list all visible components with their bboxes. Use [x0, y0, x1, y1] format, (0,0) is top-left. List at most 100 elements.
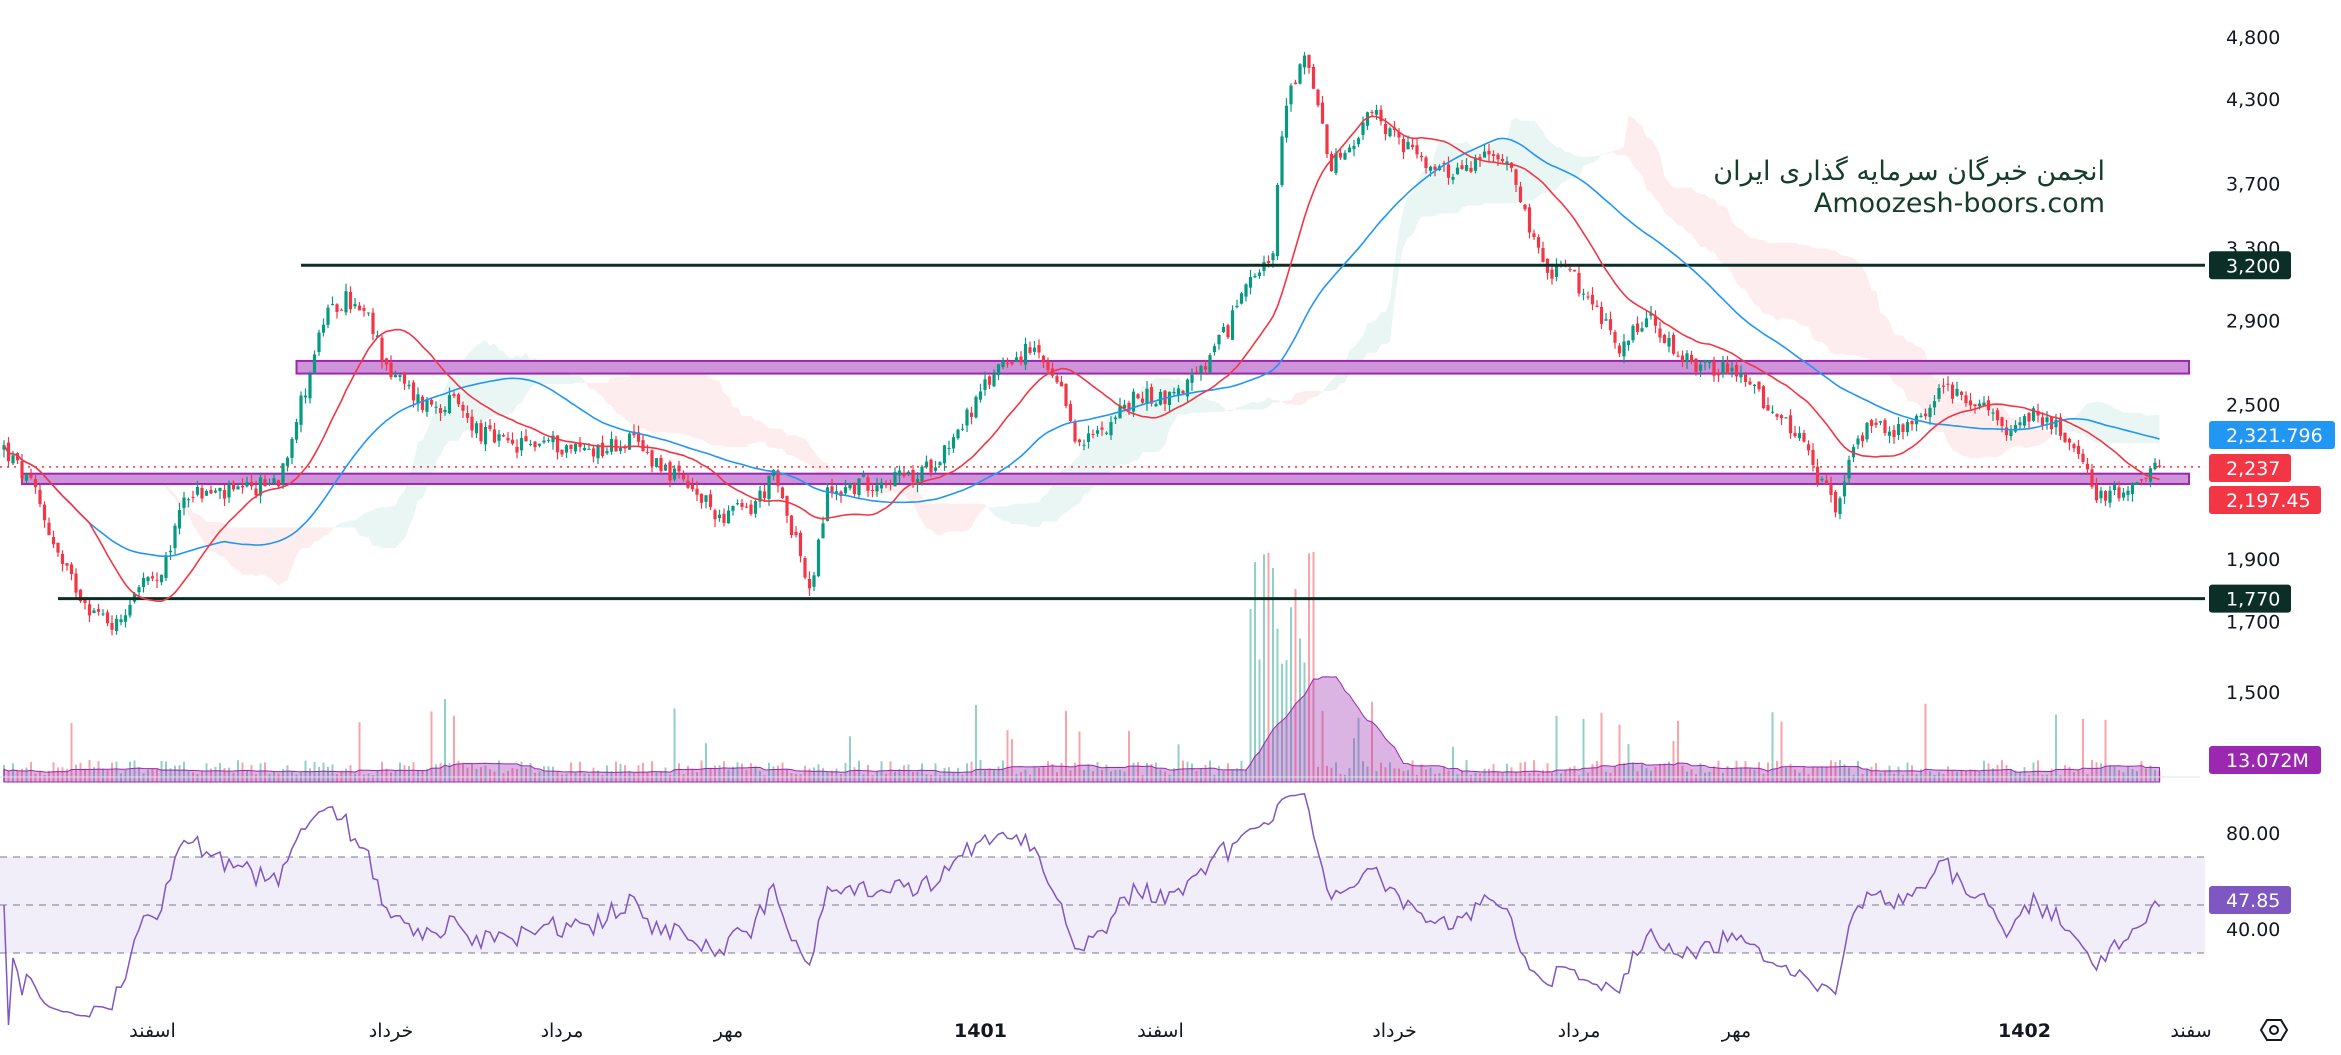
volume-bar: [1645, 768, 1648, 782]
ichimoku-cloud-segment: [1421, 170, 1426, 217]
volume-bar: [871, 775, 874, 782]
volume-bar: [79, 762, 82, 782]
volume-bar: [1681, 765, 1684, 782]
volume-bar: [637, 765, 640, 782]
volume-bar: [1654, 766, 1657, 782]
ichimoku-cloud-segment: [1678, 187, 1683, 227]
candle-body: [2000, 417, 2004, 427]
volume-bar: [1861, 773, 1864, 782]
ichimoku-cloud-segment: [566, 373, 571, 384]
ichimoku-cloud-segment: [296, 527, 301, 556]
candle-body: [2099, 490, 2103, 499]
ichimoku-cloud-segment: [350, 520, 355, 528]
volume-bar: [349, 765, 352, 782]
volume-bar: [1263, 554, 1265, 782]
ichimoku-cloud-segment: [1430, 151, 1435, 217]
candle-body: [87, 604, 92, 616]
volume-bar: [1866, 768, 1868, 782]
price-tick-label: 2,500: [2226, 394, 2280, 416]
ichimoku-cloud-segment: [1831, 250, 1836, 355]
volume-bar: [385, 768, 388, 782]
volume-bar: [858, 760, 860, 782]
volume-bar: [439, 762, 442, 782]
volume-bar: [417, 770, 419, 782]
candle-body: [1149, 387, 1154, 404]
candle-body: [681, 474, 686, 480]
ichimoku-cloud-segment: [737, 407, 742, 447]
candle-body: [249, 482, 254, 487]
candle-body: [1752, 384, 1757, 387]
volume-bar: [2109, 764, 2111, 782]
volume-bar: [124, 769, 127, 782]
ichimoku-cloud-segment: [2074, 413, 2079, 434]
volume-bar: [867, 764, 869, 782]
candle-body: [956, 429, 960, 439]
volume-bar: [1078, 731, 1081, 782]
candle-body: [2153, 462, 2157, 470]
ichimoku-cloud-segment: [1385, 301, 1390, 345]
candle-body: [1415, 145, 1419, 155]
ichimoku-cloud-segment: [1682, 187, 1687, 233]
candle-body: [1401, 138, 1406, 153]
ichimoku-cloud-segment: [1921, 347, 1926, 417]
ichimoku-cloud-segment: [1223, 407, 1228, 412]
ichimoku-cloud-segment: [1880, 312, 1885, 372]
candle-body: [177, 509, 182, 529]
ichimoku-cloud-segment: [1966, 402, 1971, 459]
ichimoku-cloud-segment: [980, 503, 985, 512]
candle-body: [1010, 361, 1014, 365]
volume-bar: [480, 767, 482, 782]
candle-body: [924, 461, 929, 468]
ichimoku-cloud-segment: [625, 376, 630, 423]
volume-bar: [1456, 774, 1459, 782]
ichimoku-cloud-segment: [1768, 242, 1773, 317]
settings-icon[interactable]: [2259, 1019, 2289, 1041]
ichimoku-cloud-segment: [692, 364, 697, 439]
ichimoku-cloud-segment: [238, 527, 243, 575]
volume-bar: [1002, 760, 1004, 782]
price-axis[interactable]: 4,8004,3003,7003,3002,9002,5001,9001,700…: [2209, 27, 2335, 941]
volume-bar: [205, 763, 208, 782]
ichimoku-cloud-segment: [1817, 248, 1822, 342]
ichimoku-cloud-segment: [2146, 415, 2151, 444]
ichimoku-cloud-segment: [589, 382, 594, 390]
volume-bar: [2005, 765, 2008, 782]
candle-body: [1235, 305, 1239, 308]
ichimoku-cloud-segment: [1439, 140, 1444, 214]
ichimoku-cloud-segment: [1970, 402, 1975, 459]
volume-bar: [741, 763, 743, 782]
rsi-pane: [0, 793, 2205, 1026]
candle-body: [344, 291, 348, 313]
time-axis[interactable]: اسفند خرداد مرداد مهر 1401 اسفند خرداد مرداد مهر…: [129, 1020, 2211, 1042]
volume-bar: [16, 769, 19, 782]
volume-bar: [1258, 659, 1261, 782]
candle-body: [1532, 233, 1536, 237]
volume-bar: [921, 763, 923, 782]
candle-body: [1226, 325, 1230, 338]
candle-body: [1253, 275, 1257, 278]
volume-bar: [1177, 744, 1180, 782]
volume-bar: [1537, 773, 1540, 782]
candle-body: [1356, 138, 1361, 145]
candle-body: [1172, 391, 1176, 394]
ichimoku-cloud-segment: [751, 415, 756, 444]
candle-body: [987, 376, 992, 385]
volume-bar: [1191, 763, 1193, 782]
volume-bar: [367, 773, 370, 782]
candle-body: [123, 615, 128, 622]
volume-bar: [466, 767, 469, 782]
ichimoku-cloud-segment: [1196, 393, 1201, 413]
volume-bar: [1204, 764, 1207, 782]
ichimoku-cloud-segment: [665, 364, 670, 433]
candle-body: [2117, 487, 2121, 499]
candle-body: [1100, 427, 1104, 430]
candle-body: [1023, 343, 1028, 365]
candle-body: [416, 394, 420, 404]
volume-bar: [1492, 764, 1495, 782]
candle-body: [447, 395, 452, 414]
candle-body: [1199, 366, 1203, 373]
ichimoku-cloud-segment: [1624, 115, 1629, 158]
candle-body: [1707, 360, 1712, 364]
candle-body: [2045, 417, 2049, 423]
